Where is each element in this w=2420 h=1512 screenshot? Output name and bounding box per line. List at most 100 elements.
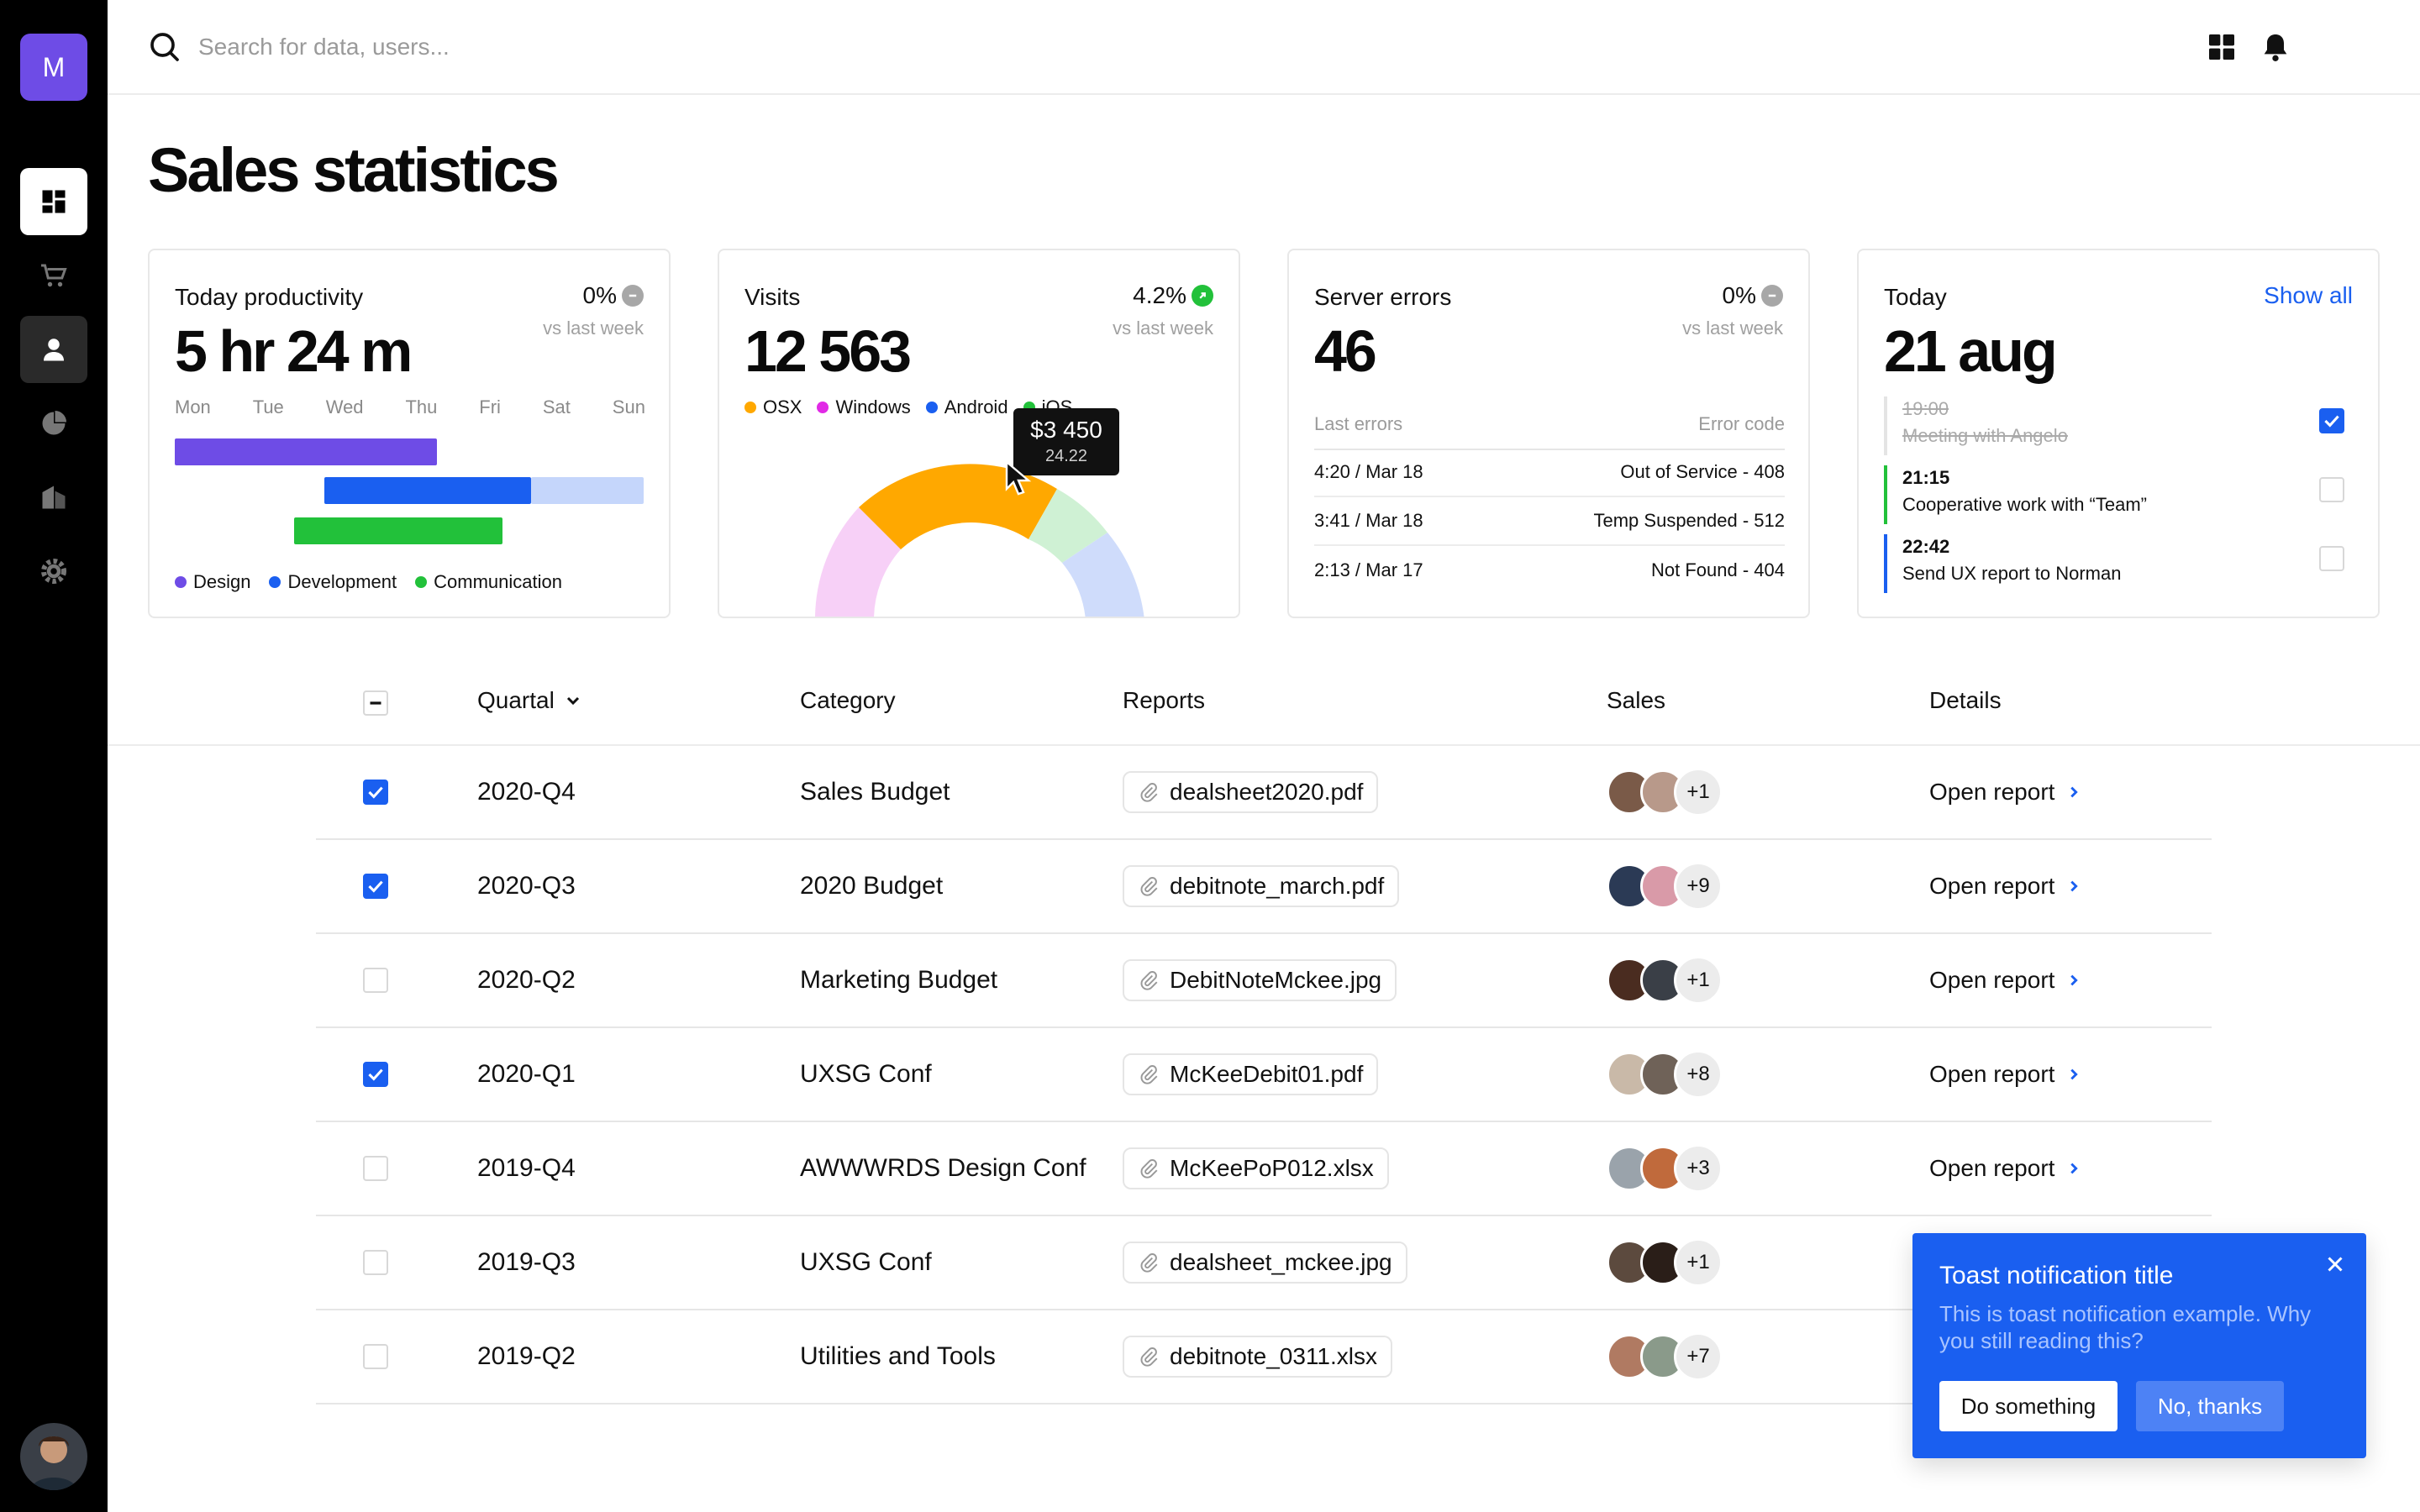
row-checkbox[interactable]: [363, 874, 388, 899]
open-report-link[interactable]: Open report: [1929, 967, 2081, 994]
card-value: 12 563: [744, 318, 912, 384]
no-thanks-button[interactable]: No, thanks: [2136, 1381, 2284, 1431]
sales-avatars[interactable]: +7: [1607, 1332, 1723, 1381]
visits-card: Visits 12 563 4.2% vs last week OSX Wind…: [718, 249, 1240, 618]
table-row[interactable]: 2019-Q4 AWWWRDS Design Conf McKeePoP012.xl…: [316, 1122, 2212, 1216]
task-time: 22:42: [1902, 536, 1950, 557]
toast-notification: Toast notification title This is toast n…: [1912, 1233, 2366, 1458]
sidebar-user-avatar[interactable]: [20, 1423, 87, 1490]
error-code: Temp Suspended - 512: [1593, 510, 1786, 531]
do-something-button[interactable]: Do something: [1939, 1381, 2118, 1431]
quartal-cell: 2019-Q2: [477, 1342, 576, 1370]
error-row[interactable]: 2:13 / Mar 17 Not Found - 404: [1314, 546, 1785, 595]
sidebar-item-buildings[interactable]: [20, 464, 87, 531]
donut-segment-windows[interactable]: [815, 507, 901, 618]
errors-table-header: Last errors Error code: [1314, 413, 1785, 450]
change-caption: vs last week: [1113, 318, 1213, 339]
error-time: 3:41 / Mar 18: [1314, 510, 1423, 531]
chevron-right-icon: [2070, 1068, 2079, 1080]
sales-avatars[interactable]: +9: [1607, 862, 1723, 911]
table-header-divider: [108, 744, 2420, 746]
productivity-legend: Design Development Communication: [175, 571, 562, 593]
server-errors-card: Server errors 46 0% vs last week Last er…: [1287, 249, 1810, 618]
open-report-link[interactable]: Open report: [1929, 1155, 2081, 1182]
legend-item: OSX: [744, 396, 802, 418]
task-checkbox[interactable]: [2319, 546, 2344, 571]
report-file-chip[interactable]: McKeePoP012.xlsx: [1123, 1147, 1389, 1189]
row-checkbox[interactable]: [363, 1156, 388, 1181]
sidebar-item-users[interactable]: [20, 316, 87, 383]
change-caption: vs last week: [1682, 318, 1783, 339]
task-item[interactable]: 22:42 Send UX report to Norman: [1884, 534, 2338, 593]
show-all-link[interactable]: Show all: [2264, 282, 2353, 308]
legend-item: Windows: [817, 396, 911, 418]
row-checkbox[interactable]: [363, 1062, 388, 1087]
report-file-chip[interactable]: debitnote_0311.xlsx: [1123, 1336, 1392, 1378]
table-row[interactable]: 2019-Q2 Utilities and Tools debitnote_0311…: [316, 1310, 2212, 1404]
change-value: 4.2%: [1133, 282, 1186, 308]
task-item[interactable]: 21:15 Cooperative work with “Team”: [1884, 465, 2338, 524]
more-avatars-count: +9: [1674, 862, 1723, 911]
report-file-chip[interactable]: McKeeDebit01.pdf: [1123, 1053, 1379, 1095]
card-label: Today productivity: [175, 284, 364, 310]
quartal-cell: 2020-Q4: [477, 778, 576, 806]
task-checkbox[interactable]: [2319, 408, 2344, 433]
report-file-chip[interactable]: DebitNoteMckee.jpg: [1123, 959, 1397, 1001]
row-checkbox[interactable]: [363, 1344, 388, 1369]
search-input[interactable]: [198, 27, 955, 67]
sales-avatars[interactable]: +1: [1607, 768, 1723, 816]
task-time: 19:00: [1902, 398, 1949, 419]
category-cell: Sales Budget: [800, 778, 950, 806]
paperclip-icon: [1140, 783, 1158, 802]
sidebar-item-dashboard[interactable]: [20, 168, 87, 235]
close-icon[interactable]: [2323, 1252, 2348, 1277]
select-all-checkbox[interactable]: [363, 690, 388, 716]
sort-quartal-header[interactable]: Quartal: [477, 687, 581, 714]
neutral-icon: [622, 285, 644, 307]
change-caption: vs last week: [543, 318, 644, 339]
open-report-link[interactable]: Open report: [1929, 779, 2081, 806]
chevron-right-icon: [2070, 974, 2079, 986]
table-row[interactable]: 2020-Q4 Sales Budget dealsheet2020.pdf +1 Op…: [316, 746, 2212, 840]
donut-segment-ios[interactable]: [1028, 489, 1107, 563]
app-logo[interactable]: M: [20, 34, 87, 101]
error-row[interactable]: 4:20 / Mar 18 Out of Service - 408: [1314, 449, 1785, 497]
card-value: 21 aug: [1884, 318, 2058, 384]
more-avatars-count: +1: [1674, 1238, 1723, 1287]
sales-avatars[interactable]: +8: [1607, 1050, 1723, 1099]
report-file-chip[interactable]: dealsheet_mckee.jpg: [1123, 1242, 1407, 1284]
error-row[interactable]: 3:41 / Mar 18 Temp Suspended - 512: [1314, 497, 1785, 546]
bell-icon[interactable]: [2259, 30, 2292, 64]
column-header-sales: Sales: [1607, 687, 1666, 713]
sales-avatars[interactable]: +1: [1607, 1238, 1723, 1287]
row-checkbox[interactable]: [363, 780, 388, 805]
sidebar-item-settings[interactable]: [20, 538, 87, 605]
change-value: 0%: [1722, 282, 1756, 308]
task-item[interactable]: 19:00 Meeting with Angelo: [1884, 396, 2338, 455]
column-header-details: Details: [1929, 687, 2002, 713]
sidebar-item-shop[interactable]: [20, 242, 87, 309]
page-title: Sales statistics: [148, 135, 560, 205]
gear-icon: [41, 559, 66, 584]
day-label: Fri: [479, 396, 501, 417]
sidebar-item-analytics[interactable]: [20, 390, 87, 457]
table-row[interactable]: 2019-Q3 UXSG Conf dealsheet_mckee.jpg +1: [316, 1216, 2212, 1310]
open-report-link[interactable]: Open report: [1929, 1061, 2081, 1088]
paperclip-icon: [1140, 1253, 1158, 1273]
report-file-chip[interactable]: debitnote_march.pdf: [1123, 865, 1400, 907]
neutral-icon: [1761, 285, 1783, 307]
table-row[interactable]: 2020-Q3 2020 Budget debitnote_march.pdf +9 O…: [316, 840, 2212, 934]
row-checkbox[interactable]: [363, 1250, 388, 1275]
change-indicator: 0%: [583, 282, 644, 309]
report-file-chip[interactable]: dealsheet2020.pdf: [1123, 771, 1379, 813]
row-checkbox[interactable]: [363, 968, 388, 993]
sales-avatars[interactable]: +1: [1607, 956, 1723, 1005]
task-checkbox[interactable]: [2319, 477, 2344, 502]
table-row[interactable]: 2020-Q1 UXSG Conf McKeeDebit01.pdf +8 Open r…: [316, 1028, 2212, 1122]
sales-avatars[interactable]: +3: [1607, 1144, 1723, 1193]
apps-grid-icon[interactable]: [2205, 30, 2238, 64]
change-value: 0%: [582, 282, 617, 308]
table-row[interactable]: 2020-Q2 Marketing Budget DebitNoteMckee.jp…: [316, 934, 2212, 1028]
donut-segment-android[interactable]: [1062, 533, 1144, 618]
open-report-link[interactable]: Open report: [1929, 873, 2081, 900]
